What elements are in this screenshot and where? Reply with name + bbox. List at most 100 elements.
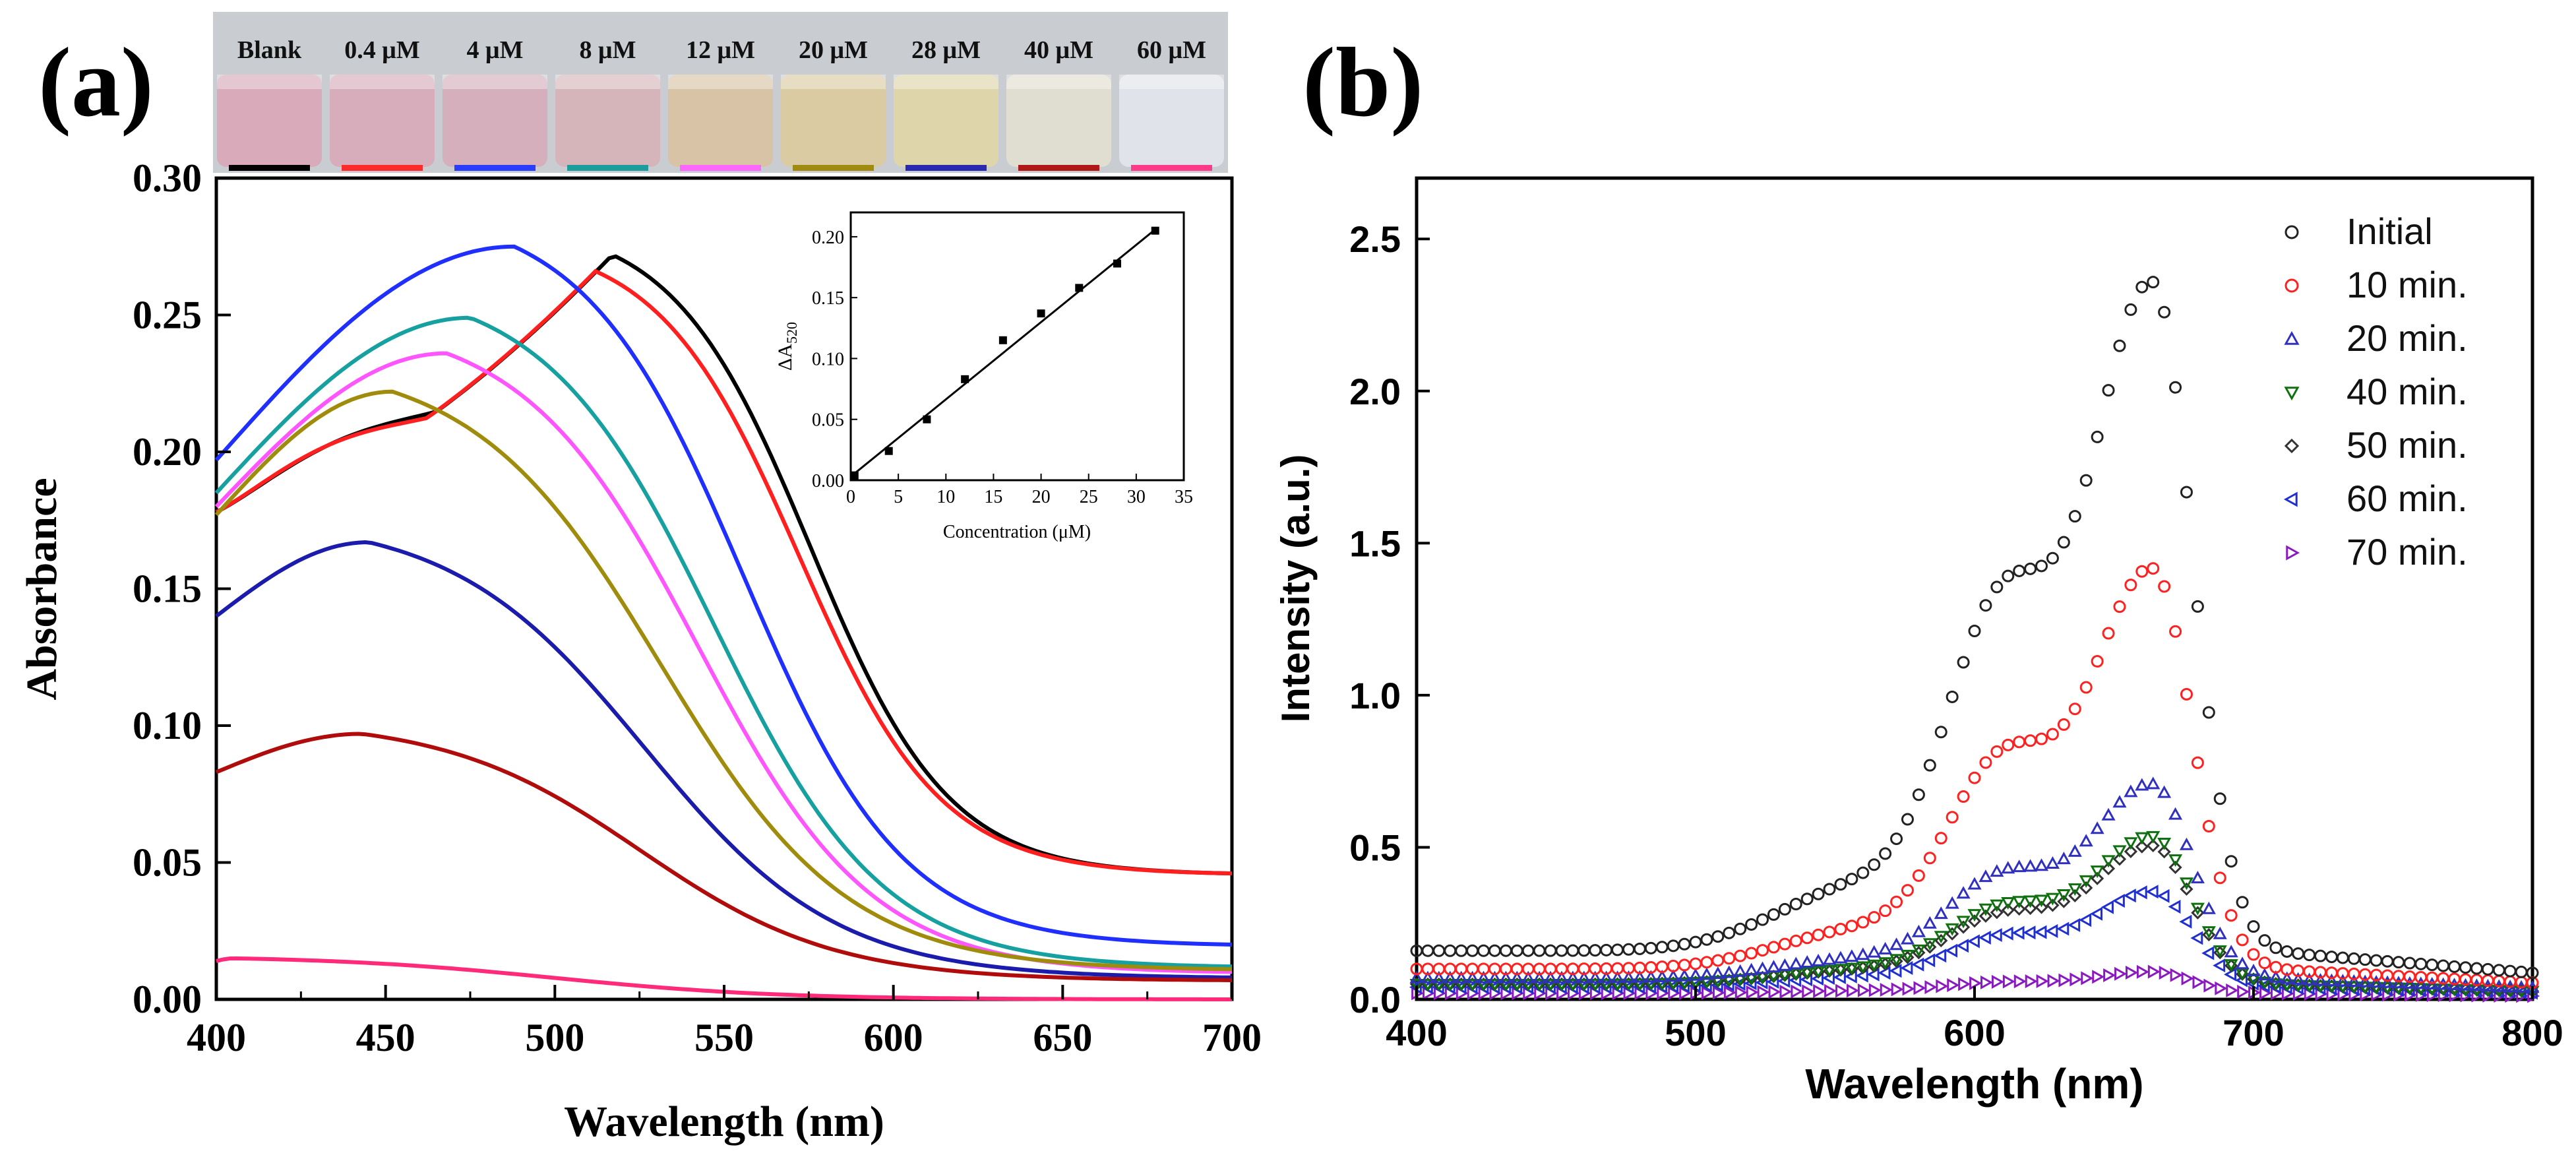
b-point-3 xyxy=(1800,967,1814,980)
b-point-3 xyxy=(1688,977,1703,990)
b-point-2 xyxy=(1822,952,1837,965)
b-point-3 xyxy=(1666,978,1680,991)
b-point-3 xyxy=(1677,977,1692,990)
vial-label-6: 28 μM xyxy=(911,36,981,64)
a-xtick-label-2: 500 xyxy=(525,1016,584,1059)
a-series-line-7 xyxy=(215,732,1233,982)
b-point-2 xyxy=(1744,962,1759,976)
b-point-3 xyxy=(2045,893,2060,906)
b-point-3 xyxy=(1655,978,1669,991)
b-point-5 xyxy=(1934,949,1947,963)
b-point-2 xyxy=(1577,970,1591,984)
b-point-2 xyxy=(1443,970,1457,984)
b-point-4 xyxy=(2202,927,2216,942)
b-point-0 xyxy=(1611,943,1624,956)
vial-glare-6 xyxy=(894,75,998,89)
b-xtick-label-2: 600 xyxy=(1944,1012,2005,1053)
b-xtick-label-3: 700 xyxy=(2223,1012,2284,1053)
b-point-6 xyxy=(1712,986,1725,1000)
chart-b-intensity: 400 500 600 700 800 0.0 0.5 1.0 1.5 2.0 2.5 Initia… xyxy=(1273,176,2563,1108)
b-point-6 xyxy=(2192,975,2205,989)
inset-xtick-label-5: 25 xyxy=(1080,487,1098,507)
b-point-1 xyxy=(2213,871,2226,885)
b-point-2 xyxy=(2246,963,2261,976)
b-point-6 xyxy=(2092,970,2105,984)
b-point-2 xyxy=(2157,785,2172,798)
inset-xtick-label-3: 15 xyxy=(984,487,1002,507)
b-point-1 xyxy=(1934,832,1947,845)
b-point-1 xyxy=(1767,941,1780,954)
b-point-1 xyxy=(1700,956,1713,969)
b-point-2 xyxy=(1554,970,1569,984)
b-point-0 xyxy=(2113,339,2126,352)
b-point-0 xyxy=(1578,944,1591,957)
b-point-6 xyxy=(2215,981,2228,995)
b-point-1 xyxy=(1856,916,1870,929)
b-point-1 xyxy=(2202,819,2215,832)
b-point-2 xyxy=(2346,974,2361,987)
b-point-2 xyxy=(2257,968,2272,981)
inset-ytick-label-3: 0.15 xyxy=(812,288,844,309)
vial-0 xyxy=(217,75,322,167)
b-point-2 xyxy=(1632,970,1647,983)
b-point-6 xyxy=(2058,973,2071,987)
a-ytick-label-2: 0.10 xyxy=(133,704,202,747)
vial-swatch-4 xyxy=(680,165,761,171)
b-point-4 xyxy=(2168,860,2182,875)
b-point-3 xyxy=(1833,964,1848,977)
b-point-3 xyxy=(1789,968,1803,981)
b-point-5 xyxy=(2168,900,2181,914)
chart-b-legend: Initial 10 min. 20 min. 40 min. 50 min. 60 mi… xyxy=(2283,210,2468,573)
vial-label-7: 40 μM xyxy=(1024,36,1093,64)
chart-b-series-group xyxy=(1409,276,2540,1003)
b-point-5 xyxy=(1978,930,1991,945)
b-point-2 xyxy=(2403,976,2417,989)
b-point-3 xyxy=(1521,979,1535,992)
b-point-0 xyxy=(1555,944,1568,957)
b-point-0 xyxy=(1689,935,1702,949)
b-point-3 xyxy=(2056,889,2071,902)
b-point-1 xyxy=(1968,771,1981,784)
vial-glare-5 xyxy=(781,75,886,89)
b-point-3 xyxy=(1978,903,1993,916)
b-point-1 xyxy=(2113,600,2126,613)
b-point-2 xyxy=(2436,977,2451,990)
b-point-3 xyxy=(2079,875,2093,888)
b-point-0 xyxy=(2515,965,2528,978)
b-point-2 xyxy=(2112,795,2127,808)
inset-point-5 xyxy=(1037,309,1045,318)
b-point-1 xyxy=(2057,718,2070,731)
vial-glare-4 xyxy=(668,75,773,89)
b-point-0 xyxy=(1533,944,1546,957)
b-legend-label-6: 70 min. xyxy=(2346,531,2468,573)
b-point-6 xyxy=(2025,974,2038,989)
b-point-3 xyxy=(1956,916,1971,929)
b-point-5 xyxy=(2068,918,2081,932)
b-point-0 xyxy=(2135,280,2149,294)
b-point-3 xyxy=(2346,981,2361,994)
vial-label-4: 12 μM xyxy=(686,36,755,64)
b-point-0 xyxy=(2191,600,2204,613)
b-point-0 xyxy=(2091,430,2104,443)
b-point-3 xyxy=(1554,979,1569,991)
b-point-2 xyxy=(1599,970,1614,984)
b-point-0 xyxy=(2325,951,2338,964)
b-legend-marker-4 xyxy=(2284,438,2300,454)
b-point-5 xyxy=(2112,893,2125,908)
b-point-6 xyxy=(1991,974,2004,989)
b-point-1 xyxy=(1678,958,1691,972)
b-point-0 xyxy=(1600,943,1613,956)
b-point-3 xyxy=(1722,974,1736,987)
b-point-3 xyxy=(1856,961,1870,974)
b-point-5 xyxy=(2134,885,2147,900)
b-point-5 xyxy=(2079,913,2092,927)
b-point-0 xyxy=(1678,937,1691,951)
vial-swatch-3 xyxy=(567,165,648,171)
b-point-1 xyxy=(2124,579,2137,592)
b-point-6 xyxy=(1846,984,1859,998)
b-legend-label-2: 20 min. xyxy=(2346,317,2468,359)
b-point-6 xyxy=(1746,985,1759,999)
b-point-0 xyxy=(1421,944,1434,957)
b-point-3 xyxy=(1878,957,1893,970)
b-point-1 xyxy=(1734,949,1747,962)
